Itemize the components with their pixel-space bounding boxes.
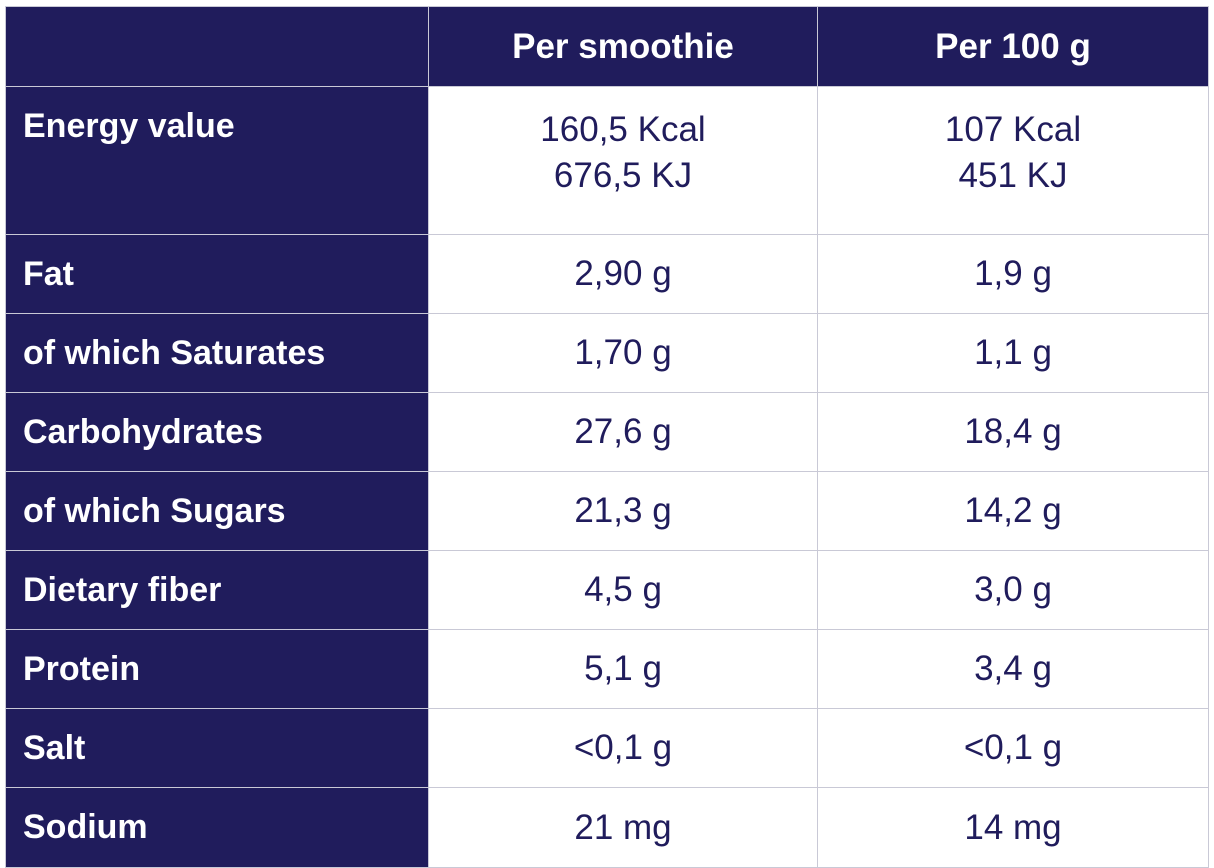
per-100g-value: 18,4 g — [817, 392, 1209, 472]
per-100g-value: <0,1 g — [817, 708, 1209, 788]
per-100g-value: 3,0 g — [817, 550, 1209, 630]
table-row-fat: Fat 2,90 g 1,9 g — [5, 234, 1209, 314]
table-row-salt: Salt <0,1 g <0,1 g — [5, 708, 1209, 788]
row-label: Energy value — [5, 86, 429, 235]
per-100g-value: 1,9 g — [817, 234, 1209, 314]
per-smoothie-value: 21,3 g — [428, 471, 818, 551]
per-smoothie-value: 27,6 g — [428, 392, 818, 472]
nutrition-table: Per smoothie Per 100 g Energy value 160,… — [5, 6, 1209, 868]
row-label: of which Saturates — [5, 313, 429, 393]
table-row-carbohydrates: Carbohydrates 27,6 g 18,4 g — [5, 392, 1209, 472]
energy-per-smoothie-cell: 160,5 Kcal 676,5 KJ — [428, 86, 818, 235]
table-row-sugars: of which Sugars 21,3 g 14,2 g — [5, 471, 1209, 551]
table-row-protein: Protein 5,1 g 3,4 g — [5, 629, 1209, 709]
table-row-sodium: Sodium 21 mg 14 mg — [5, 787, 1209, 868]
row-label: Fat — [5, 234, 429, 314]
per-100g-value: 14 mg — [817, 787, 1209, 868]
energy-per-100g-kcal: 107 Kcal — [944, 110, 1082, 149]
energy-per-100g-cell: 107 Kcal 451 KJ — [817, 86, 1209, 235]
row-label: of which Sugars — [5, 471, 429, 551]
header-per-100g: Per 100 g — [817, 6, 1209, 87]
per-smoothie-value: 21 mg — [428, 787, 818, 868]
per-smoothie-value: 2,90 g — [428, 234, 818, 314]
row-label: Carbohydrates — [5, 392, 429, 472]
row-label: Sodium — [5, 787, 429, 868]
energy-per-smoothie-kcal: 160,5 Kcal — [540, 110, 706, 149]
per-100g-value: 3,4 g — [817, 629, 1209, 709]
row-label: Dietary fiber — [5, 550, 429, 630]
energy-per-100g-kj: 451 KJ — [958, 156, 1068, 195]
per-smoothie-value: 5,1 g — [428, 629, 818, 709]
table-row-dietary-fiber: Dietary fiber 4,5 g 3,0 g — [5, 550, 1209, 630]
table-header-row: Per smoothie Per 100 g — [5, 6, 1209, 87]
table-row-saturates: of which Saturates 1,70 g 1,1 g — [5, 313, 1209, 393]
header-corner-cell — [5, 6, 429, 87]
per-smoothie-value: 1,70 g — [428, 313, 818, 393]
row-label: Salt — [5, 708, 429, 788]
per-100g-value: 1,1 g — [817, 313, 1209, 393]
row-label: Protein — [5, 629, 429, 709]
per-smoothie-value: <0,1 g — [428, 708, 818, 788]
per-100g-value: 14,2 g — [817, 471, 1209, 551]
table-row-energy-value: Energy value 160,5 Kcal 676,5 KJ 107 Kca… — [5, 86, 1209, 235]
per-smoothie-value: 4,5 g — [428, 550, 818, 630]
header-per-smoothie: Per smoothie — [428, 6, 818, 87]
energy-per-smoothie-kj: 676,5 KJ — [553, 156, 693, 195]
